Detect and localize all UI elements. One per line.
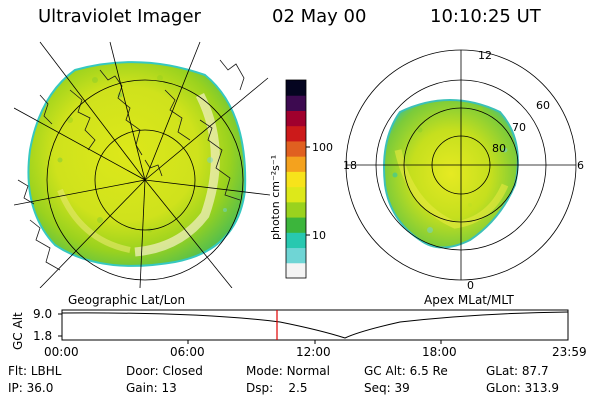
colorbar-tick-10: 10 (312, 229, 326, 242)
time-tick-2359: 23:59 (552, 345, 587, 359)
observation-date: 02 May 00 (272, 6, 367, 27)
apex-image (345, 49, 577, 281)
observation-time: 10:10:25 UT (430, 6, 541, 27)
mlt-label-18: 18 (343, 159, 357, 172)
apex-panel-label: Apex MLat/MLT (424, 293, 514, 307)
colorbar-segment (286, 262, 306, 279)
mlt-label-0: 0 (467, 279, 474, 292)
geo-panel-label: Geographic Lat/Lon (68, 293, 186, 307)
colorbar-segment (286, 110, 306, 127)
info-seq: Seq: 39 (364, 381, 410, 395)
info-glon: GLon: 313.9 (486, 381, 559, 395)
instrument-title: Ultraviolet Imager (38, 6, 201, 27)
colorbar-segment (286, 232, 306, 249)
mlat-label-80: 80 (492, 142, 506, 155)
apex-grid (345, 49, 577, 281)
colorbar-segment (286, 95, 306, 111)
colorbar-segment (286, 247, 306, 264)
altitude-plot (58, 309, 569, 344)
mlat-label-60: 60 (536, 99, 550, 112)
info-door: Door: Closed (126, 364, 203, 378)
colorbar-segment (286, 80, 306, 96)
colorbar-segment (286, 140, 306, 157)
info-dsp: Dsp: 2.5 (246, 381, 308, 395)
info-glat: GLat: 87.7 (486, 364, 549, 378)
info-flt: Flt: LBHL (8, 364, 62, 378)
mlt-label-6: 6 (577, 159, 584, 172)
colorbar-segment (286, 201, 306, 218)
time-tick-0000: 00:00 (44, 345, 79, 359)
alt-tick-1-8: 1.8 (33, 329, 52, 343)
colorbar-segment (286, 217, 306, 233)
time-tick-1800: 18:00 (422, 345, 457, 359)
colorbar-segment (286, 171, 306, 188)
colorbar-segment (286, 156, 306, 172)
mlat-label-70: 70 (512, 121, 526, 134)
alt-axis-label: GC Alt (11, 312, 25, 350)
mlt-label-12: 12 (478, 49, 492, 62)
geo-speckle (57, 75, 227, 233)
altitude-trace (61, 311, 569, 339)
time-tick-1200: 12:00 (296, 345, 331, 359)
colorbar-unit-label: photon cm⁻²s⁻¹ (269, 155, 282, 240)
info-gc-alt: GC Alt: 6.5 Re (364, 364, 448, 378)
time-tick-0600: 06:00 (170, 345, 205, 359)
geo-aurora-region (27, 61, 247, 267)
geo-grid (14, 41, 271, 288)
colorbar-segment (286, 186, 306, 203)
info-mode: Mode: Normal (246, 364, 330, 378)
info-ip: IP: 36.0 (8, 381, 54, 395)
colorbar-tick-100: 100 (312, 141, 333, 154)
colorbar (285, 79, 310, 279)
colorbar-segment (286, 125, 306, 142)
geo-coastlines (17, 59, 245, 271)
info-gain: Gain: 13 (126, 381, 177, 395)
geographic-image (14, 41, 271, 288)
alt-tick-9: 9.0 (33, 307, 52, 321)
